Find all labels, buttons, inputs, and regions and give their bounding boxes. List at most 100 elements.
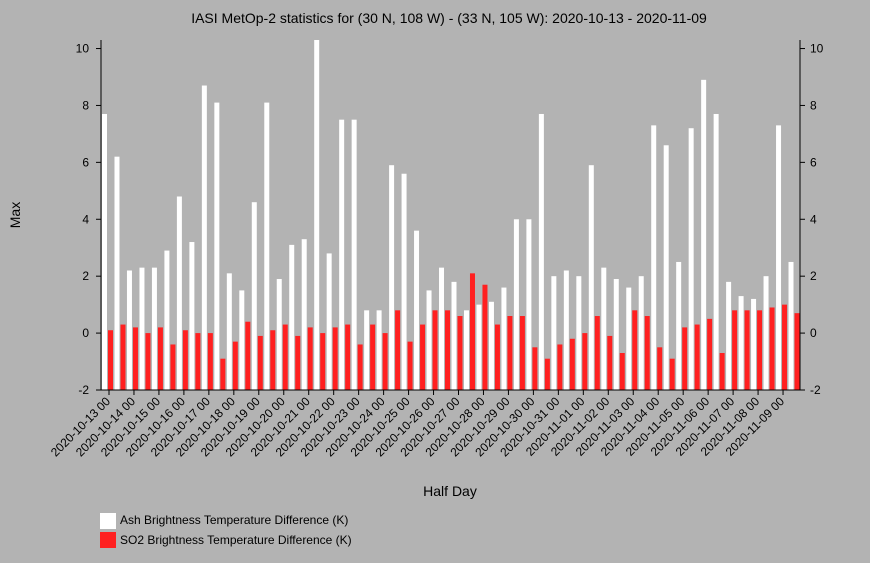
ash-bar <box>751 298 757 390</box>
so2-bar <box>157 327 163 390</box>
so2-bar <box>257 335 263 390</box>
chart-title: IASI MetOp-2 statistics for (30 N, 108 W… <box>191 10 707 26</box>
so2-bar <box>594 316 600 390</box>
so2-bar <box>108 330 113 390</box>
so2-bar <box>644 316 650 390</box>
so2-bar <box>519 316 525 390</box>
y-tick-label-right: 2 <box>810 269 817 283</box>
so2-bar <box>332 327 338 390</box>
ash-bar <box>401 173 407 390</box>
legend-swatch-ash <box>100 513 116 529</box>
so2-bar <box>669 358 675 390</box>
so2-bar <box>370 324 376 390</box>
ash-bar <box>314 40 320 390</box>
so2-bar <box>569 338 575 390</box>
so2-bar <box>395 310 401 390</box>
so2-bar <box>382 333 388 390</box>
ash-bar <box>588 165 594 390</box>
ash-bar <box>626 287 632 390</box>
ash-bar <box>201 85 207 390</box>
legend-swatch-so2 <box>100 532 116 548</box>
ash-bar <box>713 113 719 390</box>
ash-bar <box>538 113 544 390</box>
ash-bar <box>439 267 445 390</box>
ash-bar <box>451 281 457 390</box>
ash-bar <box>301 239 307 390</box>
so2-bar <box>694 324 700 390</box>
so2-bar <box>607 335 613 390</box>
so2-bar <box>482 284 488 390</box>
y-tick-label-left: 8 <box>82 98 89 112</box>
so2-bar <box>657 347 663 390</box>
ash-bar <box>476 304 482 390</box>
so2-bar <box>170 344 176 390</box>
so2-bar <box>207 333 213 390</box>
ash-bar <box>264 102 270 390</box>
ash-bar <box>151 267 157 390</box>
ash-bar <box>488 301 494 390</box>
so2-bar <box>220 358 226 390</box>
so2-bar <box>719 353 725 390</box>
ash-bar <box>351 119 357 391</box>
ash-bar <box>426 290 432 390</box>
so2-bar <box>507 316 513 390</box>
ash-bar <box>189 242 195 390</box>
ash-bar <box>701 79 707 390</box>
ash-bar <box>376 310 382 390</box>
ash-bar <box>726 281 732 390</box>
ash-bar <box>326 253 332 390</box>
so2-bar <box>469 273 475 390</box>
so2-bar <box>120 324 126 390</box>
ash-bar <box>763 276 769 390</box>
so2-bar <box>632 310 638 390</box>
so2-bar <box>744 310 750 390</box>
ash-bar <box>339 119 345 391</box>
ash-bar <box>576 276 582 390</box>
ash-bar <box>513 219 519 390</box>
so2-bar <box>357 344 363 390</box>
ash-bar <box>463 310 469 390</box>
ash-bar <box>364 310 370 390</box>
ash-bar <box>102 113 107 390</box>
so2-bar <box>132 327 138 390</box>
ash-bar <box>526 219 532 390</box>
so2-bar <box>282 324 288 390</box>
ash-bar <box>276 279 282 390</box>
ash-bar <box>176 196 182 390</box>
ash-bar <box>788 261 794 390</box>
so2-bar <box>245 321 251 390</box>
so2-bar <box>582 333 588 390</box>
so2-bar <box>619 353 625 390</box>
so2-bar <box>270 330 276 390</box>
ash-bar <box>688 128 694 390</box>
ash-bar <box>214 102 220 390</box>
ash-bar <box>239 290 245 390</box>
so2-bar <box>457 316 463 390</box>
so2-bar <box>769 307 775 390</box>
y-tick-label-right: 0 <box>810 326 817 340</box>
legend: Ash Brightness Temperature Difference (K… <box>100 513 352 548</box>
ash-bar <box>776 125 782 391</box>
ash-bar <box>251 202 257 390</box>
y-tick-label-left: 2 <box>82 269 89 283</box>
ash-bar <box>126 270 132 390</box>
so2-bar <box>432 310 438 390</box>
ash-bar <box>501 287 507 390</box>
so2-bar <box>782 304 788 390</box>
so2-bar <box>732 310 738 390</box>
y-tick-label-right: 4 <box>810 212 817 226</box>
ash-bar <box>164 250 170 390</box>
so2-bar <box>195 333 201 390</box>
so2-bar <box>345 324 351 390</box>
so2-bar <box>145 333 151 390</box>
so2-bar <box>407 341 413 390</box>
so2-bar <box>557 344 563 390</box>
ash-bar <box>651 125 657 391</box>
ash-bar <box>638 276 644 390</box>
y-tick-label-left: 4 <box>82 212 89 226</box>
ash-bar <box>551 276 557 390</box>
ash-bar <box>676 261 682 390</box>
legend-label-ash: Ash Brightness Temperature Difference (K… <box>120 513 348 527</box>
